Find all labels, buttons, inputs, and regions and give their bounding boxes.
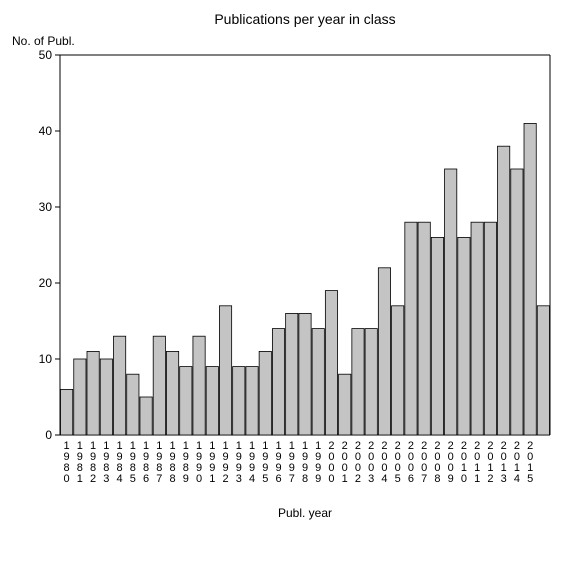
bar	[365, 329, 377, 435]
x-tick-label: 2003	[368, 440, 374, 485]
y-tick-label: 30	[39, 200, 53, 214]
x-tick-label: 1997	[289, 440, 295, 485]
x-tick-label: 1988	[170, 440, 176, 485]
x-tick-label: 1996	[275, 440, 281, 485]
bar	[484, 222, 496, 435]
x-tick-label: 2014	[514, 440, 520, 485]
bar	[100, 359, 112, 435]
bar	[511, 169, 523, 435]
x-tick-label: 1994	[249, 440, 255, 485]
bar	[352, 329, 364, 435]
x-tick-label: 1999	[315, 440, 321, 485]
bar	[74, 359, 86, 435]
x-tick-label: 2002	[355, 440, 361, 485]
x-tick-label: 2006	[408, 440, 414, 485]
x-tick-label: 1990	[196, 440, 202, 485]
bar	[458, 237, 470, 435]
x-tick-label: 1987	[156, 440, 162, 485]
y-tick-label: 20	[39, 276, 53, 290]
bar	[405, 222, 417, 435]
x-tick-label: 1985	[130, 440, 136, 485]
x-tick-label: 2004	[381, 440, 387, 485]
x-tick-label: 1995	[262, 440, 268, 485]
bar	[166, 351, 178, 435]
x-tick-label: 1984	[117, 440, 123, 485]
x-tick-label: 1980	[64, 440, 70, 485]
x-tick-label: 1982	[90, 440, 96, 485]
chart-title: Publications per year in class	[214, 11, 395, 27]
bar	[325, 291, 337, 435]
x-tick-label: 1992	[222, 440, 228, 485]
y-axis-title: No. of Publ.	[12, 34, 75, 48]
bar	[193, 336, 205, 435]
y-tick-label: 50	[39, 48, 53, 62]
x-tick-label: 2015	[527, 440, 533, 485]
bar	[272, 329, 284, 435]
x-tick-label: 2011	[474, 440, 480, 485]
y-tick-label: 10	[39, 352, 53, 366]
bar	[537, 306, 549, 435]
bar	[312, 329, 324, 435]
y-tick-label: 40	[39, 124, 53, 138]
bar	[378, 268, 390, 435]
bar	[259, 351, 271, 435]
bar	[445, 169, 457, 435]
bar	[233, 367, 245, 435]
x-tick-label: 1981	[77, 440, 83, 485]
x-tick-label: 1991	[209, 440, 215, 485]
bar	[299, 313, 311, 435]
bar	[431, 237, 443, 435]
x-tick-label: 2001	[342, 440, 348, 485]
x-tick-label: 2012	[487, 440, 493, 485]
x-tick-label: 1998	[302, 440, 308, 485]
bar	[127, 374, 139, 435]
bar	[113, 336, 125, 435]
x-axis-title: Publ. year	[278, 506, 332, 520]
bar	[180, 367, 192, 435]
bar	[140, 397, 152, 435]
x-tick-label: 2007	[421, 440, 427, 485]
bar	[87, 351, 99, 435]
x-tick-label: 2013	[501, 440, 507, 485]
bar	[246, 367, 258, 435]
x-tick-label: 2000	[328, 440, 334, 485]
bar	[498, 146, 510, 435]
x-tick-label: 1983	[103, 440, 109, 485]
bar	[392, 306, 404, 435]
bar	[61, 389, 73, 435]
chart-container: Publications per year in class No. of Pub…	[0, 0, 567, 567]
bar	[339, 374, 351, 435]
bar	[153, 336, 165, 435]
x-tick-label: 1989	[183, 440, 189, 485]
bar-chart: Publications per year in class No. of Pub…	[0, 0, 567, 567]
bar	[418, 222, 430, 435]
x-tick-label: 2005	[395, 440, 401, 485]
bar	[286, 313, 298, 435]
x-tick-label: 2008	[434, 440, 440, 485]
bar	[219, 306, 231, 435]
y-tick-label: 0	[45, 428, 52, 442]
x-tick-label: 2009	[448, 440, 454, 485]
bar	[206, 367, 218, 435]
x-tick-label: 1986	[143, 440, 149, 485]
bar	[471, 222, 483, 435]
x-tick-label: 2010	[461, 440, 467, 485]
bar	[524, 123, 536, 435]
x-tick-label: 1993	[236, 440, 242, 485]
